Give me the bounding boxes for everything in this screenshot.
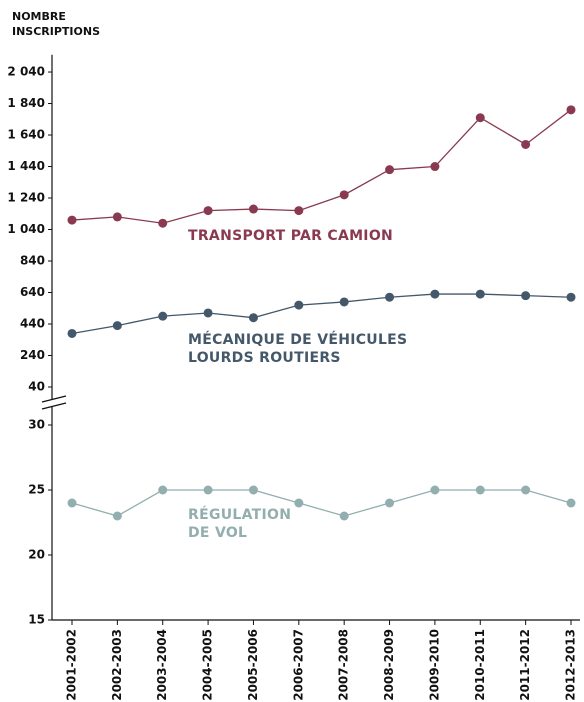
series-label: MÉCANIQUE DE VÉHICULES LOURDS ROUTIERS — [188, 332, 408, 366]
data-point — [475, 289, 485, 299]
data-point — [430, 289, 440, 299]
series-line — [71, 293, 572, 335]
y-tick-label: 1 440 — [7, 159, 45, 173]
data-point — [67, 328, 77, 338]
x-tick-label: 2002-2003 — [110, 629, 124, 701]
x-tick-label: 2010-2011 — [473, 629, 487, 701]
axis-break — [41, 395, 67, 403]
data-point — [112, 321, 122, 331]
y2-tick-label: 15 — [28, 613, 45, 627]
data-point — [248, 313, 258, 323]
data-point — [203, 485, 213, 495]
data-point — [67, 215, 77, 225]
data-point — [475, 113, 485, 123]
x-tick-label: 2008-2009 — [382, 629, 396, 701]
data-point — [521, 291, 531, 301]
data-point — [566, 105, 576, 115]
y-tick-label: 1 840 — [7, 96, 45, 110]
data-point — [339, 511, 349, 521]
x-tick-label: 2011-2012 — [518, 629, 532, 701]
data-point — [248, 485, 258, 495]
data-point — [385, 498, 395, 508]
x-tick-label: 2009-2010 — [427, 629, 441, 701]
data-point — [385, 165, 395, 175]
x-tick-label: 2005-2006 — [246, 629, 260, 701]
data-point — [203, 206, 213, 216]
data-point — [294, 300, 304, 310]
y-tick-label: 440 — [20, 317, 45, 331]
x-tick-label: 2006-2007 — [291, 629, 305, 701]
axis-break — [41, 402, 67, 410]
data-point — [248, 204, 258, 214]
data-point — [158, 311, 168, 321]
x-tick-label: 2007-2008 — [337, 629, 351, 701]
data-point — [112, 212, 122, 222]
x-tick-label: 2003-2004 — [155, 629, 169, 701]
y2-tick-label: 20 — [28, 548, 45, 562]
y-tick-label: 2 040 — [7, 65, 45, 79]
y-tick-label: 1 240 — [7, 191, 45, 205]
data-point — [475, 485, 485, 495]
data-point — [521, 139, 531, 149]
series-line — [71, 489, 572, 517]
data-point — [385, 292, 395, 302]
x-tick-label: 2001-2002 — [65, 629, 79, 701]
y-tick-label: 40 — [28, 380, 45, 394]
y2-tick-label: 30 — [28, 418, 45, 432]
series-label: RÉGULATION DE VOL — [188, 507, 292, 541]
data-point — [430, 485, 440, 495]
x-tick-label: 2004-2005 — [201, 629, 215, 701]
series-line — [71, 109, 572, 224]
data-point — [67, 498, 77, 508]
y-tick-label: 840 — [20, 254, 45, 268]
data-point — [339, 297, 349, 307]
x-tick-label: 2012-2013 — [564, 629, 578, 701]
data-point — [294, 498, 304, 508]
data-point — [566, 292, 576, 302]
data-point — [203, 308, 213, 318]
data-point — [566, 498, 576, 508]
series-label: TRANSPORT PAR CAMION — [188, 228, 394, 244]
y-tick-label: 1 040 — [7, 222, 45, 236]
data-point — [521, 485, 531, 495]
y2-tick-label: 25 — [28, 483, 45, 497]
data-point — [430, 162, 440, 172]
y-axis-title: NOMBRE INSCRIPTIONS — [12, 10, 100, 38]
data-point — [158, 218, 168, 228]
data-point — [158, 485, 168, 495]
data-point — [294, 206, 304, 216]
y-tick-label: 640 — [20, 285, 45, 299]
data-point — [339, 190, 349, 200]
y-tick-label: 1 640 — [7, 128, 45, 142]
y-tick-label: 240 — [20, 348, 45, 362]
data-point — [112, 511, 122, 521]
